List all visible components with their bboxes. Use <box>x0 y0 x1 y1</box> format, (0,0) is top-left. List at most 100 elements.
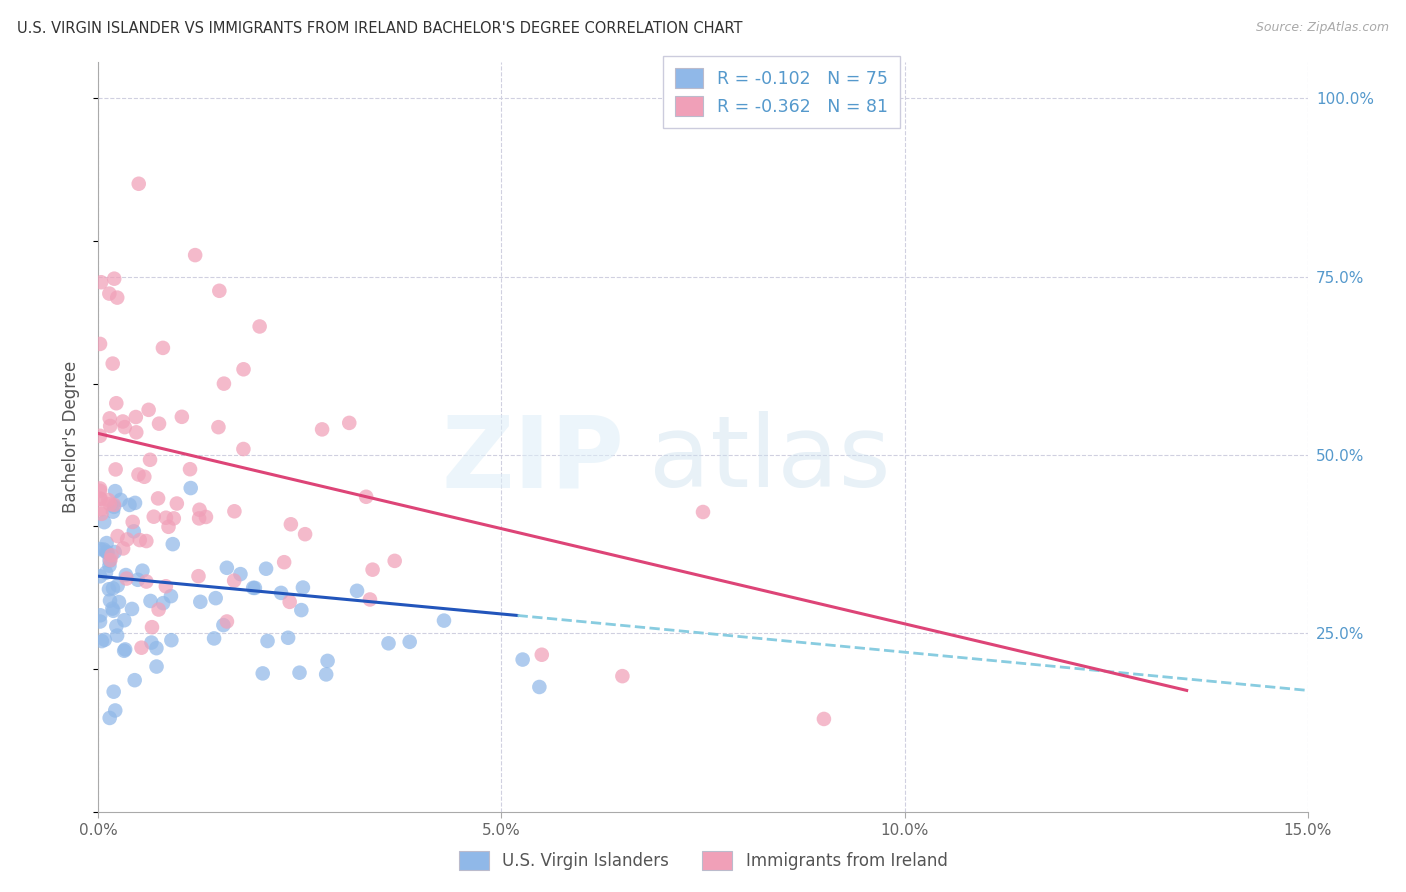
Point <box>111 415 134 429</box>
Point <box>337 416 360 430</box>
Point <box>105 628 128 642</box>
Point <box>277 631 299 645</box>
Point <box>212 618 235 632</box>
Point <box>512 652 534 666</box>
Point <box>398 635 420 649</box>
Point <box>243 581 266 595</box>
Point <box>188 595 211 609</box>
Point <box>124 673 146 688</box>
Text: ZIP: ZIP <box>441 411 624 508</box>
Legend: R = -0.102   N = 75, R = -0.362   N = 81: R = -0.102 N = 75, R = -0.362 N = 81 <box>664 56 900 128</box>
Point <box>142 509 165 524</box>
Point <box>97 582 120 597</box>
Point <box>157 520 180 534</box>
Point <box>141 635 163 649</box>
Point <box>110 492 132 507</box>
Point <box>101 582 124 596</box>
Point <box>121 515 143 529</box>
Point <box>346 583 368 598</box>
Point <box>114 642 136 657</box>
Point <box>224 574 246 588</box>
Point <box>254 562 277 576</box>
Point <box>316 654 339 668</box>
Point <box>118 498 141 512</box>
Point <box>121 602 143 616</box>
Point <box>125 410 148 425</box>
Point <box>94 566 117 580</box>
Point <box>115 572 138 586</box>
Point <box>98 711 121 725</box>
Point <box>212 376 235 391</box>
Point <box>232 362 254 376</box>
Point <box>103 500 125 514</box>
Point <box>89 608 111 623</box>
Point <box>215 615 238 629</box>
Point <box>194 510 217 524</box>
Point <box>612 669 634 683</box>
Point <box>252 666 274 681</box>
Point <box>148 602 170 616</box>
Point <box>270 586 292 600</box>
Point <box>288 665 311 680</box>
Point <box>112 644 135 658</box>
Point <box>101 357 124 371</box>
Point <box>104 484 127 499</box>
Point <box>291 581 314 595</box>
Point <box>155 510 177 524</box>
Point <box>101 601 124 615</box>
Point <box>813 712 835 726</box>
Point <box>112 613 135 627</box>
Point <box>101 505 124 519</box>
Point <box>89 483 111 498</box>
Y-axis label: Bachelor's Degree: Bachelor's Degree <box>62 361 80 513</box>
Point <box>105 619 128 633</box>
Point <box>98 593 121 607</box>
Point <box>290 603 312 617</box>
Point <box>311 422 333 436</box>
Point <box>89 569 111 583</box>
Legend: U.S. Virgin Islanders, Immigrants from Ireland: U.S. Virgin Islanders, Immigrants from I… <box>451 844 955 877</box>
Point <box>256 634 278 648</box>
Point <box>166 496 188 510</box>
Point <box>145 641 167 656</box>
Point <box>112 541 135 556</box>
Point <box>135 534 157 549</box>
Point <box>202 632 225 646</box>
Point <box>103 604 125 618</box>
Point <box>98 286 121 301</box>
Point <box>152 341 174 355</box>
Point <box>98 554 121 568</box>
Point <box>163 511 186 525</box>
Point <box>148 417 170 431</box>
Point <box>104 462 127 476</box>
Point <box>107 578 129 592</box>
Point <box>96 546 118 560</box>
Point <box>160 589 183 603</box>
Point <box>104 545 127 559</box>
Point <box>433 614 456 628</box>
Text: U.S. VIRGIN ISLANDER VS IMMIGRANTS FROM IRELAND BACHELOR'S DEGREE CORRELATION CH: U.S. VIRGIN ISLANDER VS IMMIGRANTS FROM … <box>17 21 742 36</box>
Point <box>98 411 121 425</box>
Point <box>224 504 246 518</box>
Point <box>131 640 153 655</box>
Point <box>127 467 149 482</box>
Point <box>89 615 111 629</box>
Point <box>89 482 111 496</box>
Point <box>127 573 149 587</box>
Point <box>96 545 118 559</box>
Point <box>128 533 150 547</box>
Point <box>146 491 169 506</box>
Point <box>170 409 193 424</box>
Point <box>90 502 112 516</box>
Point <box>141 620 163 634</box>
Point <box>103 498 125 512</box>
Text: atlas: atlas <box>648 411 890 508</box>
Point <box>242 581 264 595</box>
Point <box>278 595 301 609</box>
Point <box>105 291 128 305</box>
Point <box>89 429 111 443</box>
Point <box>294 527 316 541</box>
Point <box>138 402 160 417</box>
Point <box>377 636 399 650</box>
Point <box>280 517 302 532</box>
